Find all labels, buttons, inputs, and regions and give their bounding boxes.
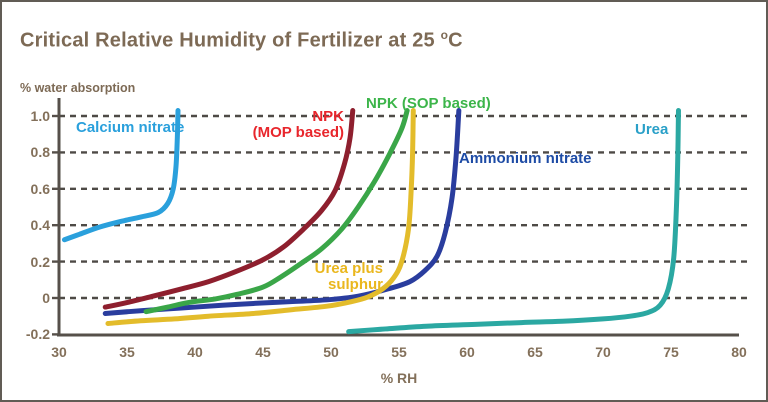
curve-label-text: Urea <box>635 121 669 138</box>
curve-urea-plus-sulphur <box>105 108 416 326</box>
x-tick-label: 30 <box>51 344 67 360</box>
curve-label-text: Ammonium nitrate <box>459 150 592 167</box>
x-tick-label: 70 <box>595 344 611 360</box>
curve-label-npk-mop: NPK (MOP based) <box>240 109 344 141</box>
x-tick-label: 60 <box>459 344 475 360</box>
curve-label-text-line2: sulphur <box>328 275 383 293</box>
y-tick-label: 1.0 <box>30 108 50 124</box>
y-tick-label: 0.2 <box>30 253 50 270</box>
curve-npk-sop-based <box>143 108 410 315</box>
curve-label-text: Urea plus <box>314 260 383 277</box>
curve-label-npk-sop: NPK (SOP based) <box>366 96 491 112</box>
curve-label-urea-plus-sulphur: Urea plus sulphur <box>301 261 383 293</box>
x-tick-label: 35 <box>119 344 135 360</box>
x-tick-label: 55 <box>391 344 407 360</box>
chart-title-text: Critical Relative Humidity of Fertilizer… <box>20 29 435 52</box>
y-tick-label: 0.6 <box>30 180 50 197</box>
x-tick-label: 40 <box>187 344 203 360</box>
curve-urea <box>346 108 681 335</box>
curve-label-text: Calcium nitrate <box>76 119 185 136</box>
curve-label-text: NPK (SOP based) <box>366 95 491 112</box>
curve-label-text-line2: (MOP based) <box>252 123 344 141</box>
x-axis-label: % RH <box>380 370 418 386</box>
curve-npk-mop-based <box>102 108 356 310</box>
chart-title: Critical Relative Humidity of Fertilizer… <box>20 28 463 53</box>
curve-label-text: NPK <box>312 108 344 125</box>
degree-symbol: o <box>440 28 449 42</box>
x-tick-label: 45 <box>255 344 271 360</box>
y-axis-label: % water absorption <box>20 81 136 95</box>
x-tick-label: 50 <box>323 344 339 360</box>
y-tick-label: 0 <box>42 290 50 306</box>
x-tick-label: 80 <box>731 344 747 360</box>
x-tick-label: 75 <box>663 344 679 360</box>
temp-unit: C <box>448 29 463 52</box>
y-tick-label: 0.4 <box>30 217 50 234</box>
curve-calcium-nitrate <box>61 108 181 243</box>
curve-label-urea: Urea <box>635 122 668 138</box>
y-tick-label: -0.2 <box>25 326 50 343</box>
curve-label-calcium-nitrate: Calcium nitrate <box>76 120 184 136</box>
x-tick-label: 65 <box>527 344 543 360</box>
y-tick-label: 0.8 <box>30 144 50 161</box>
curve-label-ammonium-nitrate: Ammonium nitrate <box>459 151 592 167</box>
